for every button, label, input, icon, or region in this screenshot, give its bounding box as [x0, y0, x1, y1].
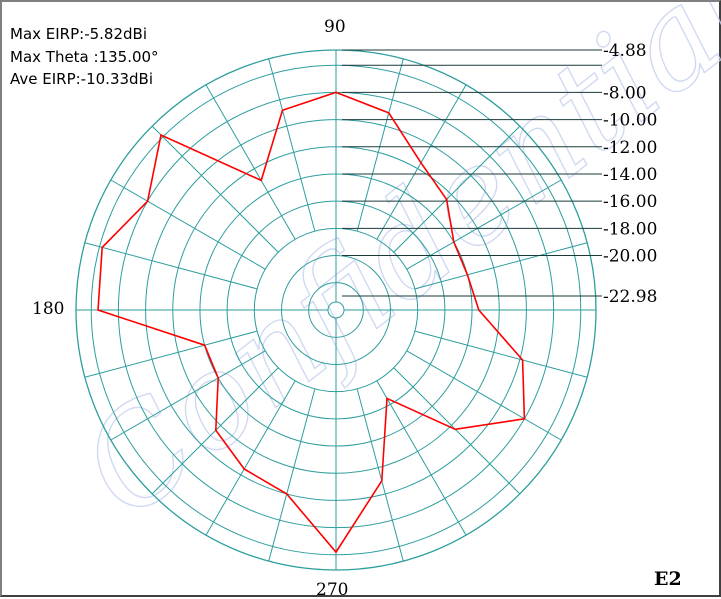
trace-point: [260, 180, 262, 182]
trace-point: [478, 309, 480, 311]
trace-point: [101, 247, 103, 249]
grid-spoke: [152, 126, 278, 252]
trace-point: [522, 359, 524, 361]
trace-point: [388, 112, 390, 114]
r-tick-label: -20.00: [603, 246, 657, 266]
trace-point: [335, 92, 337, 94]
trace-point: [97, 309, 99, 311]
trace-point: [217, 377, 219, 379]
trace-point: [215, 429, 217, 431]
trace-point: [335, 551, 337, 553]
r-tick-label: -18.00: [603, 219, 657, 239]
trace-point: [446, 199, 448, 201]
trace-point: [160, 134, 162, 136]
r-tick-label: -8.00: [603, 83, 647, 103]
trace-point: [420, 162, 422, 164]
max-theta-label: Max Theta :135.00°: [10, 48, 159, 66]
angle-label-180: 180: [32, 299, 64, 319]
r-tick-label: -14.00: [603, 165, 657, 185]
trace-point: [386, 398, 388, 400]
trace-point: [381, 480, 383, 482]
angle-label-90: 90: [324, 17, 346, 37]
trace-point: [454, 428, 456, 430]
trace-point: [282, 110, 284, 112]
r-tick-label: -4.88: [603, 41, 647, 61]
trace-point: [467, 274, 469, 276]
trace-point: [524, 418, 526, 420]
max-eirp-label: Max EIRP:-5.82dBi: [10, 25, 147, 43]
trace-point: [286, 493, 288, 495]
r-tick-label: -16.00: [603, 192, 657, 212]
r-tick-label: -10.00: [603, 111, 657, 131]
r-tick-label: -22.98: [603, 287, 657, 307]
trace-point: [243, 468, 245, 470]
angle-label-270: 270: [316, 580, 348, 599]
trace-point: [453, 241, 455, 243]
trace-point: [147, 200, 149, 202]
grid-spoke: [394, 368, 520, 494]
plot-tag: E2: [654, 568, 682, 590]
r-tick-label: -12.00: [603, 138, 657, 158]
trace-point: [204, 344, 206, 346]
ave-eirp-label: Ave EIRP:-10.33dBi: [10, 70, 153, 88]
